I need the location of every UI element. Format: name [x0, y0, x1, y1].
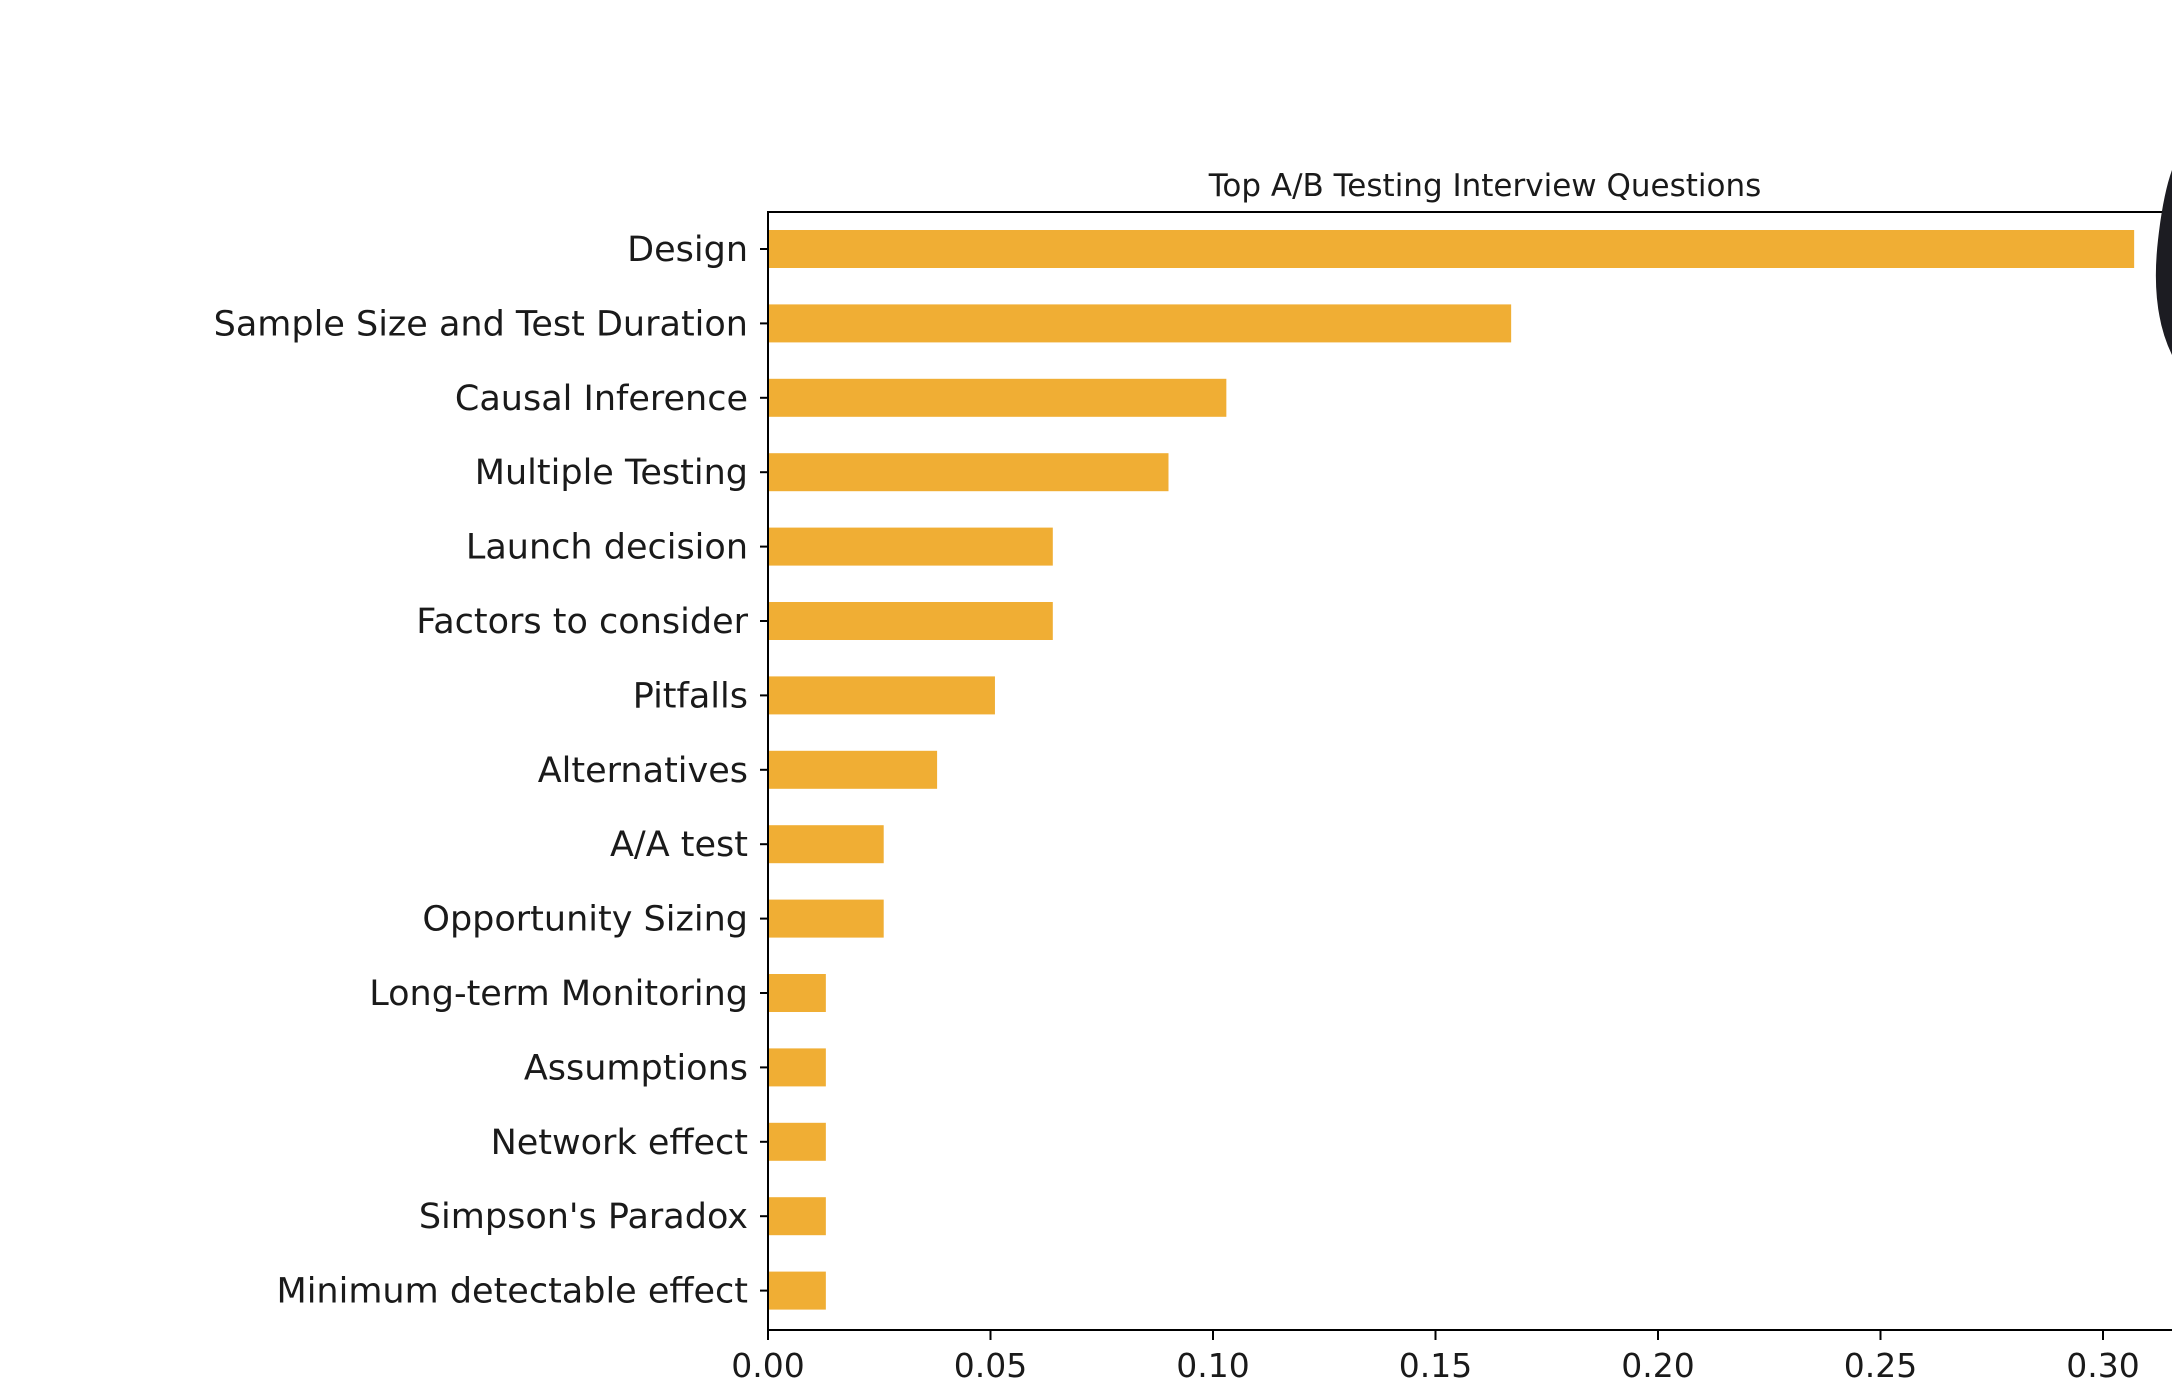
x-tick-label: 0.00	[731, 1346, 804, 1380]
bar	[768, 1271, 826, 1310]
x-tick-label: 0.05	[954, 1346, 1027, 1380]
x-tick-label: 0.10	[1176, 1346, 1249, 1380]
bar	[768, 1122, 826, 1161]
bar	[768, 230, 2135, 268]
x-tick-label: 0.15	[1399, 1346, 1472, 1380]
plot-frame	[767, 211, 2172, 1331]
bar	[768, 1197, 826, 1236]
bar	[768, 825, 884, 864]
x-axis: 0.00 0.05 0.10 0.15 0.20 0.25 0.30	[731, 1330, 2140, 1380]
decorative-partial-circle	[2155, 170, 2172, 355]
category-label: Pitfalls	[633, 676, 748, 716]
x-tick-label: 0.30	[2066, 1346, 2139, 1380]
x-tick-label: 0.25	[1844, 1346, 1917, 1380]
bar	[768, 750, 938, 789]
bar	[768, 453, 1169, 492]
bar	[768, 602, 1053, 640]
bar	[768, 974, 826, 1012]
bar	[768, 676, 995, 715]
category-labels: Design Sample Size and Test Duration Causa…	[214, 230, 768, 1312]
category-label: A/A test	[610, 825, 748, 865]
category-label: Minimum detectable effect	[277, 1272, 749, 1312]
category-label: Factors to consider	[416, 602, 748, 642]
category-label: Sample Size and Test Duration	[214, 304, 748, 344]
bars-group	[768, 230, 2135, 1310]
category-label: Simpson's Paradox	[419, 1197, 748, 1237]
bar	[768, 304, 1512, 343]
category-label: Causal Inference	[455, 379, 748, 419]
bar	[768, 378, 1227, 417]
category-label: Design	[627, 230, 748, 270]
category-label: Multiple Testing	[475, 453, 748, 493]
category-label: Assumptions	[524, 1048, 748, 1088]
category-label: Opportunity Sizing	[422, 900, 748, 940]
category-label: Network effect	[491, 1123, 748, 1163]
chart-title: Top A/B Testing Interview Questions	[1208, 168, 1762, 204]
category-label: Long-term Monitoring	[369, 974, 748, 1014]
x-tick-label: 0.20	[1621, 1346, 1694, 1380]
bar	[768, 899, 884, 938]
bar	[768, 1048, 826, 1087]
category-label: Launch decision	[466, 528, 748, 568]
bar	[768, 527, 1053, 566]
category-label: Alternatives	[538, 751, 748, 791]
